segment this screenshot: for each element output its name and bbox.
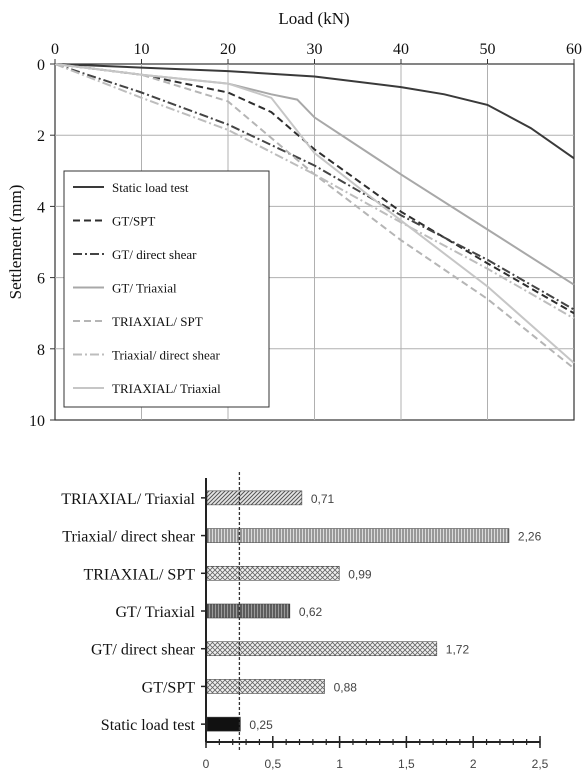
bar bbox=[206, 565, 340, 581]
series-line bbox=[54, 63, 575, 315]
bar-x-tick-label: 0 bbox=[203, 757, 210, 771]
legend-label: Static load test bbox=[112, 180, 189, 195]
bar-chart: 0,71 TRIAXIAL/ Triaxial 2,26 Triaxial/ dire… bbox=[61, 472, 549, 771]
bar-x-tick-label: 1,5 bbox=[398, 757, 415, 771]
legend-label: Triaxial/ direct shear bbox=[112, 348, 220, 363]
series-line bbox=[54, 63, 575, 320]
bar-x-tick-label: 1 bbox=[336, 757, 343, 771]
legend-label: TRIAXIAL/ Triaxial bbox=[112, 381, 221, 396]
bar-value-label: 2,26 bbox=[518, 530, 542, 544]
line-x-tick-label: 50 bbox=[480, 41, 496, 58]
legend-label: GT/ Triaxial bbox=[112, 281, 177, 296]
bar bbox=[206, 641, 438, 657]
bar-value-label: 0,62 bbox=[299, 605, 323, 619]
bar-value-label: 0,88 bbox=[334, 680, 358, 694]
bar-x-tick-label: 0,5 bbox=[264, 757, 281, 771]
bar-value-label: 0,71 bbox=[311, 492, 335, 506]
bar bbox=[206, 679, 325, 694]
series-line bbox=[54, 63, 575, 370]
line-x-tick-label: 20 bbox=[220, 41, 236, 58]
line-y-tick-label: 8 bbox=[37, 342, 45, 359]
legend-label: TRIAXIAL/ SPT bbox=[112, 314, 203, 329]
line-y-axis-label: Settlement (mm) bbox=[6, 185, 25, 300]
bar-x-ticks: 0 0,5 1 1,5 2 2,5 bbox=[203, 736, 549, 771]
bar-value-label: 1,72 bbox=[446, 643, 470, 657]
line-y-ticks: 0 2 4 6 8 10 bbox=[29, 57, 55, 430]
bar-category-label: GT/ direct shear bbox=[91, 642, 196, 659]
bar-value-label: 0,25 bbox=[249, 718, 273, 732]
line-x-axis-label: Load (kN) bbox=[278, 9, 349, 28]
bar-x-tick-label: 2,5 bbox=[532, 757, 549, 771]
line-x-tick-label: 40 bbox=[393, 41, 409, 58]
bar bbox=[206, 528, 510, 543]
legend-label: GT/SPT bbox=[112, 214, 155, 229]
series-line bbox=[54, 63, 575, 160]
line-legend: Static load test GT/SPT GT/ direct shear GT… bbox=[63, 170, 270, 408]
line-y-tick-label: 10 bbox=[29, 413, 45, 430]
line-y-tick-label: 6 bbox=[37, 271, 45, 288]
bar-category-label: TRIAXIAL/ SPT bbox=[83, 566, 195, 583]
line-legend-items: Static load test GT/SPT GT/ direct shear GT… bbox=[73, 180, 221, 396]
legend-label: GT/ direct shear bbox=[112, 247, 197, 262]
line-x-tick-label: 0 bbox=[51, 41, 59, 58]
line-x-tick-label: 30 bbox=[307, 41, 323, 58]
bar bbox=[206, 603, 291, 619]
bar-x-tick-label: 2 bbox=[470, 757, 477, 771]
bar-category-label: Triaxial/ direct shear bbox=[62, 529, 195, 546]
line-chart: 0 10 20 30 40 50 60 0 2 4 6 8 10 Load (kN) Settleme… bbox=[6, 9, 582, 430]
bar bbox=[206, 490, 303, 506]
line-y-tick-label: 4 bbox=[37, 199, 45, 216]
line-x-tick-label: 10 bbox=[134, 41, 150, 58]
bar-category-label: GT/SPT bbox=[142, 679, 196, 696]
line-series-group bbox=[54, 63, 575, 370]
series-line bbox=[54, 63, 575, 311]
bar bbox=[206, 716, 241, 732]
bar-value-label: 0,99 bbox=[348, 567, 372, 581]
series-line bbox=[54, 63, 575, 364]
line-y-tick-label: 2 bbox=[37, 128, 45, 145]
bar-category-label: TRIAXIAL/ Triaxial bbox=[61, 491, 195, 508]
bar-category-label: GT/ Triaxial bbox=[115, 604, 195, 621]
line-y-tick-label: 0 bbox=[37, 57, 45, 74]
bar-group: 0,71 TRIAXIAL/ Triaxial 2,26 Triaxial/ dire… bbox=[61, 490, 542, 734]
line-x-ticks: 0 10 20 30 40 50 60 bbox=[51, 41, 582, 64]
line-x-tick-label: 60 bbox=[566, 41, 582, 58]
bar-category-label: Static load test bbox=[101, 717, 196, 734]
line-legend-box bbox=[63, 170, 270, 408]
